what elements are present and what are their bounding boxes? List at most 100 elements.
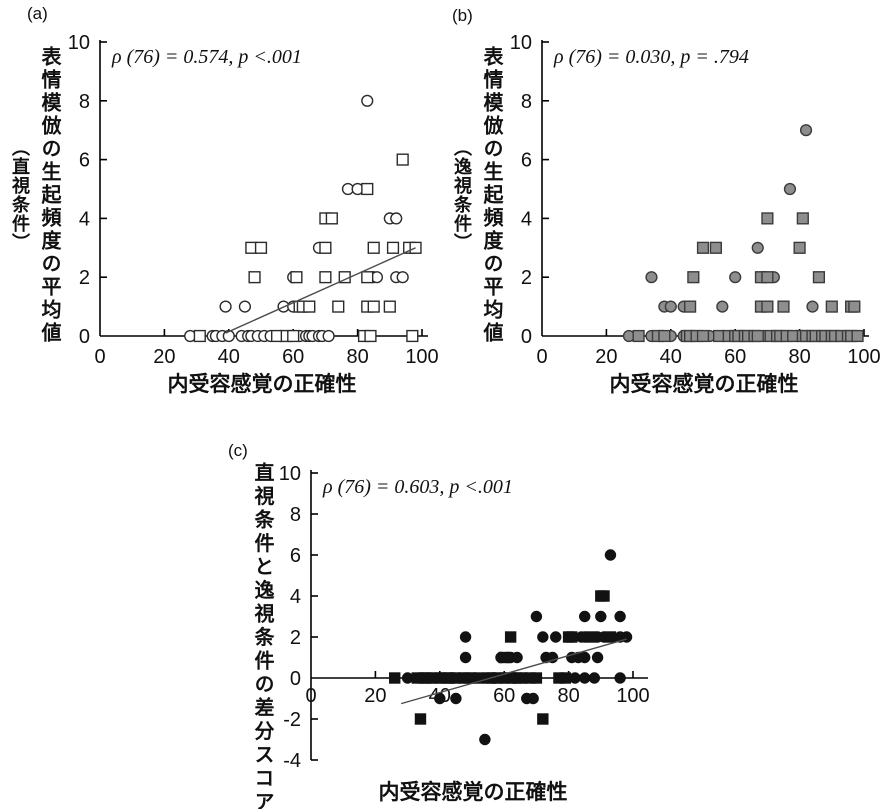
- x-tick-label: 80: [346, 346, 368, 368]
- gray-squares-marker: [851, 329, 864, 343]
- gray-circles-marker: [799, 124, 813, 137]
- open-circles-marker: [361, 94, 374, 107]
- open-squares-marker: [325, 212, 338, 225]
- y-tick-label: 4: [290, 586, 301, 608]
- open-squares-marker: [367, 241, 380, 254]
- black-circles-marker: [434, 692, 446, 705]
- gray-squares-marker: [684, 300, 697, 313]
- panel-a-y-axis-title-paren: （直視条件）: [10, 138, 30, 252]
- x-tick-label: 0: [536, 346, 547, 368]
- black-circles-marker: [604, 549, 617, 561]
- gray-squares-marker: [709, 241, 722, 254]
- x-tick-label: 100: [405, 346, 438, 368]
- black-squares-marker: [498, 651, 510, 664]
- panel-a-y-axis-title: 表情模倣の生起頻度の平均値: [38, 46, 60, 345]
- black-squares-marker: [463, 672, 475, 684]
- x-tick-label: 60: [282, 346, 304, 368]
- gray-squares-marker: [761, 271, 774, 284]
- gray-circles-marker: [716, 300, 729, 313]
- regression-line: [400, 638, 627, 705]
- open-circles-marker: [390, 212, 403, 225]
- black-circles-marker: [527, 692, 539, 705]
- gray-squares-marker: [825, 300, 838, 313]
- gray-squares-marker: [777, 300, 790, 313]
- y-tick-label: 6: [79, 150, 90, 172]
- y-tick-label: 0: [521, 326, 532, 348]
- black-squares-marker: [530, 672, 543, 684]
- y-tick-label: 4: [521, 208, 532, 230]
- gray-circles-marker: [806, 300, 819, 313]
- open-circles-marker: [219, 300, 232, 313]
- y-tick-label: -2: [283, 709, 301, 731]
- y-tick-label: 8: [290, 504, 301, 526]
- gray-circles-marker: [645, 271, 658, 284]
- black-squares-marker: [537, 713, 549, 725]
- gray-squares-marker: [796, 212, 809, 225]
- black-circles-marker: [569, 672, 581, 684]
- black-circles-marker: [511, 651, 523, 664]
- black-circles-marker: [614, 672, 626, 684]
- y-tick-label: 8: [521, 91, 532, 113]
- y-tick-label: 4: [79, 208, 90, 230]
- x-tick-label: 100: [847, 346, 880, 368]
- panel-b-y-axis-title-paren: （逸視条件）: [452, 138, 472, 252]
- x-tick-label: 100: [616, 685, 649, 707]
- gray-circles-marker: [664, 300, 677, 313]
- y-tick-label: 10: [68, 32, 90, 54]
- black-circles-marker: [614, 610, 626, 623]
- gray-squares-marker: [658, 329, 671, 343]
- black-circles-marker: [591, 651, 604, 664]
- panel-a-annotation: ρ (76) = 0.574, p <.001: [112, 46, 302, 68]
- open-squares-marker: [361, 271, 374, 284]
- gray-squares-marker: [761, 300, 774, 313]
- y-tick-label: 10: [510, 32, 532, 54]
- y-tick-label: 0: [290, 668, 301, 690]
- x-tick-label: 20: [153, 346, 175, 368]
- x-tick-label: 20: [364, 685, 386, 707]
- y-tick-label: 6: [290, 545, 301, 567]
- gray-squares-marker: [632, 329, 645, 343]
- gray-squares-marker: [696, 241, 710, 254]
- x-tick-label: 80: [788, 346, 810, 368]
- black-squares-marker: [389, 672, 401, 684]
- x-tick-label: 80: [557, 685, 579, 707]
- gray-circles-marker: [783, 182, 797, 196]
- open-squares-marker: [396, 153, 409, 166]
- black-squares-marker: [559, 672, 572, 684]
- gray-squares-marker: [761, 212, 774, 225]
- y-tick-label: -4: [283, 750, 301, 772]
- gray-squares-marker: [687, 271, 700, 284]
- black-circles-marker: [530, 610, 543, 623]
- gray-squares-marker: [848, 300, 861, 313]
- open-squares-marker: [367, 300, 380, 313]
- x-tick-label: 40: [660, 346, 682, 368]
- black-circles-marker: [579, 651, 591, 664]
- panel-b-letter: (b): [452, 6, 473, 25]
- black-circles-marker: [588, 672, 601, 684]
- panel-b-x-axis-title: 内受容感覚の正確性: [609, 373, 799, 396]
- black-squares-marker: [504, 631, 517, 643]
- panel-b-y-axis-title: 表情模倣の生起頻度の平均値: [480, 46, 502, 345]
- gray-squares-marker: [751, 329, 764, 343]
- black-squares-marker: [566, 631, 578, 643]
- panel-c-annotation: ρ (76) = 0.603, p <.001: [323, 476, 513, 498]
- open-circles-marker: [238, 300, 252, 313]
- gray-squares-marker: [793, 241, 806, 254]
- x-tick-label: 40: [218, 346, 240, 368]
- x-tick-label: 60: [493, 685, 515, 707]
- open-circles-marker: [322, 329, 335, 343]
- regression-line: [225, 247, 416, 334]
- open-squares-marker: [287, 329, 300, 343]
- x-tick-label: 60: [724, 346, 746, 368]
- open-squares-marker: [303, 300, 316, 313]
- open-squares-marker: [319, 241, 332, 254]
- y-tick-label: 2: [79, 267, 90, 289]
- black-circles-marker: [550, 631, 562, 643]
- open-squares-marker: [386, 241, 400, 254]
- black-circles-marker: [450, 692, 462, 705]
- panel-c-x-axis-title: 内受容感覚の正確性: [378, 781, 568, 804]
- black-circles-marker: [579, 610, 591, 623]
